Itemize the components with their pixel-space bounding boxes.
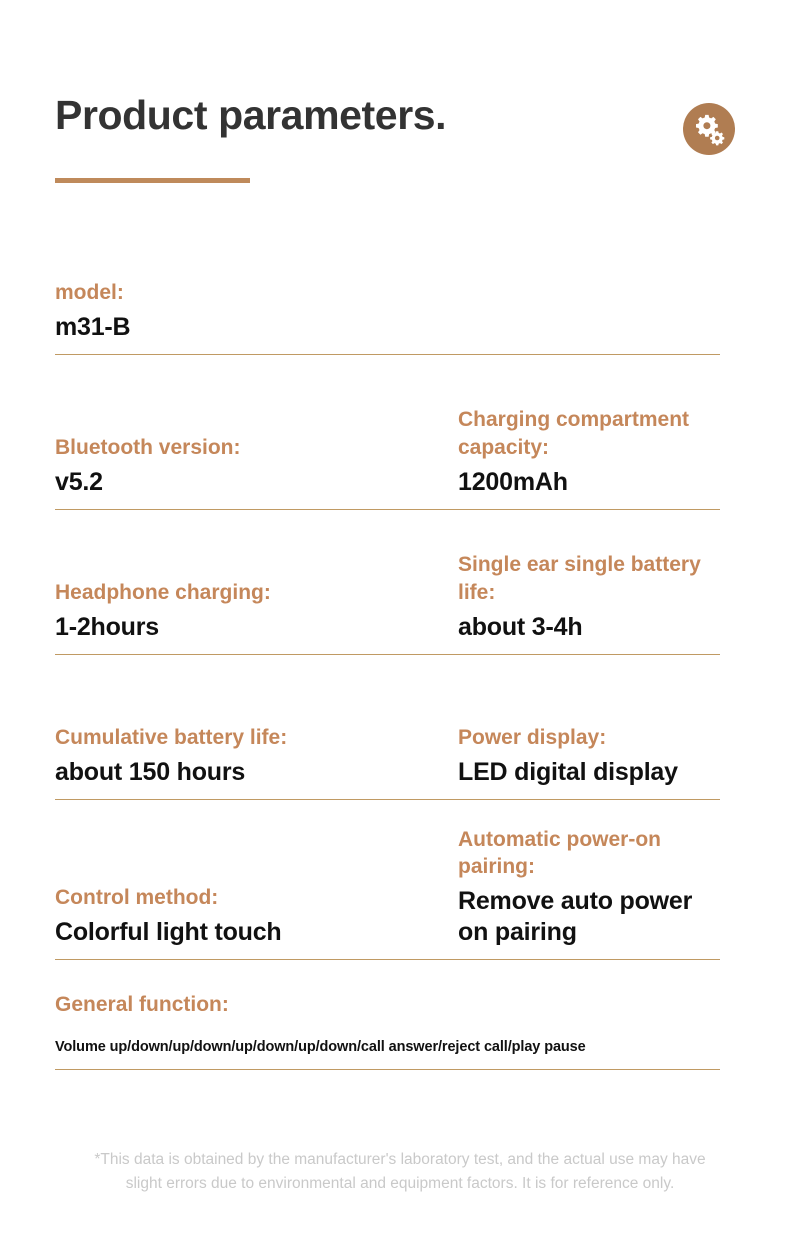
spec-value: 1200mAh: [458, 467, 568, 496]
spec-cell-general-function: General function: Volume up/down/up/down…: [55, 993, 720, 1069]
table-row: model: m31-B: [55, 240, 720, 355]
spec-cell-model: model: m31-B: [55, 279, 458, 354]
title-accent-rule: [55, 178, 250, 183]
spec-label: Charging compartment capacity:: [458, 408, 690, 459]
spec-label: Automatic power-on pairing:: [458, 827, 661, 879]
table-row: Control method: Colorful light touch Aut…: [55, 800, 720, 960]
spec-label: Single ear single battery life:: [458, 553, 701, 604]
spec-value: Volume up/down/up/down/up/down/up/down/c…: [55, 1039, 586, 1055]
spec-cell-cumulative-battery-life: Cumulative battery life: about 150 hours: [55, 724, 458, 799]
spec-cell-auto-power-on-pairing: Automatic power-on pairing: Remove auto …: [458, 826, 720, 959]
page-title: Product parameters.: [55, 92, 447, 138]
spec-value: about 150 hours: [55, 757, 246, 786]
spec-cell-single-ear-battery-life: Single ear single battery life: about 3-…: [458, 551, 720, 654]
spec-label: Cumulative battery life:: [55, 725, 288, 749]
spec-cell-bluetooth-version: Bluetooth version: v5.2: [55, 434, 458, 509]
footnote-line-1: *This data is obtained by the manufactur…: [94, 1151, 706, 1168]
spec-label: Bluetooth version:: [55, 435, 241, 459]
gears-icon-badge[interactable]: [683, 103, 735, 155]
spec-value: Colorful light touch: [55, 917, 282, 946]
spec-table: model: m31-B Bluetooth version: v5.2 Cha…: [55, 240, 720, 1070]
spec-label: Power display:: [458, 725, 607, 749]
spec-value: 1-2hours: [55, 612, 159, 641]
spec-value: Remove auto power on pairing: [458, 887, 693, 946]
spec-label: General function:: [55, 993, 229, 1016]
table-row-general-function: General function: Volume up/down/up/down…: [55, 960, 720, 1070]
spec-label: model:: [55, 280, 124, 304]
table-row: Headphone charging: 1-2hours Single ear …: [55, 510, 720, 655]
spec-label: Control method:: [55, 885, 219, 909]
spec-value: m31-B: [55, 312, 131, 341]
table-row: Bluetooth version: v5.2 Charging compart…: [55, 355, 720, 510]
spec-cell-control-method: Control method: Colorful light touch: [55, 884, 458, 959]
spec-cell-headphone-charging: Headphone charging: 1-2hours: [55, 579, 458, 654]
spec-label: Headphone charging:: [55, 580, 271, 604]
spec-cell-charging-capacity: Charging compartment capacity: 1200mAh: [458, 406, 720, 509]
gears-icon: [692, 112, 726, 146]
table-row: Cumulative battery life: about 150 hours…: [55, 655, 720, 800]
spec-cell-power-display: Power display: LED digital display: [458, 724, 720, 799]
spec-value: LED digital display: [458, 757, 678, 786]
header: Product parameters.: [55, 95, 735, 205]
spec-value: about 3-4h: [458, 612, 583, 641]
footnote-line-2: slight errors due to environmental and e…: [125, 1175, 675, 1193]
footnote: *This data is obtained by the manufactur…: [55, 1148, 745, 1197]
spec-cell-empty: [458, 342, 720, 354]
spec-value: v5.2: [55, 467, 103, 496]
